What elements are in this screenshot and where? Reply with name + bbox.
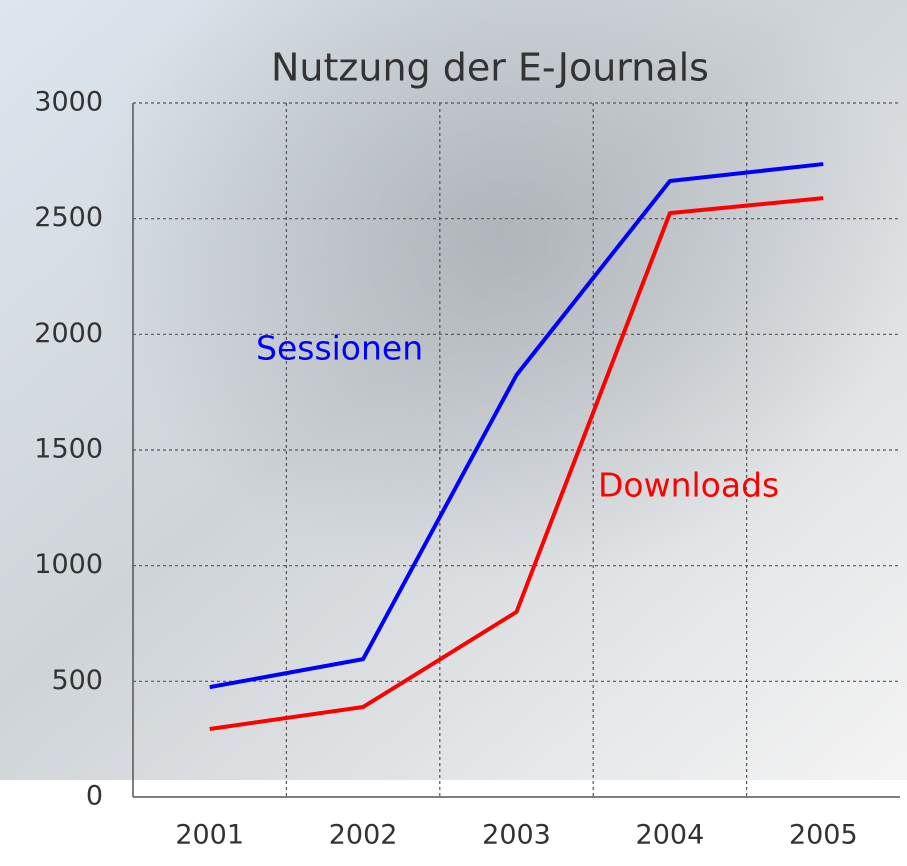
x-tick-label: 2004 (636, 820, 705, 851)
y-tick-label: 2000 (34, 318, 103, 349)
x-tick-label: 2001 (175, 820, 244, 851)
y-tick-label: 2500 (34, 202, 103, 233)
y-tick-label: 1000 (34, 549, 103, 580)
x-tick-label: 2005 (789, 820, 858, 851)
x-tick-label: 2002 (329, 820, 398, 851)
y-tick-label: 1500 (34, 434, 103, 465)
chart-title: Nutzung der E-Journals (271, 46, 709, 90)
x-tick-label: 2003 (482, 820, 551, 851)
photo-shade (0, 0, 907, 780)
chart: Nutzung der E-Journals 0 500 1000 1500 2000 2… (0, 0, 907, 866)
series-label: Downloads (598, 466, 779, 505)
y-tick-label: 500 (51, 665, 103, 696)
y-tick-label: 3000 (34, 87, 103, 118)
series-label: Sessionen (256, 329, 423, 368)
y-tick-label: 0 (86, 781, 103, 812)
